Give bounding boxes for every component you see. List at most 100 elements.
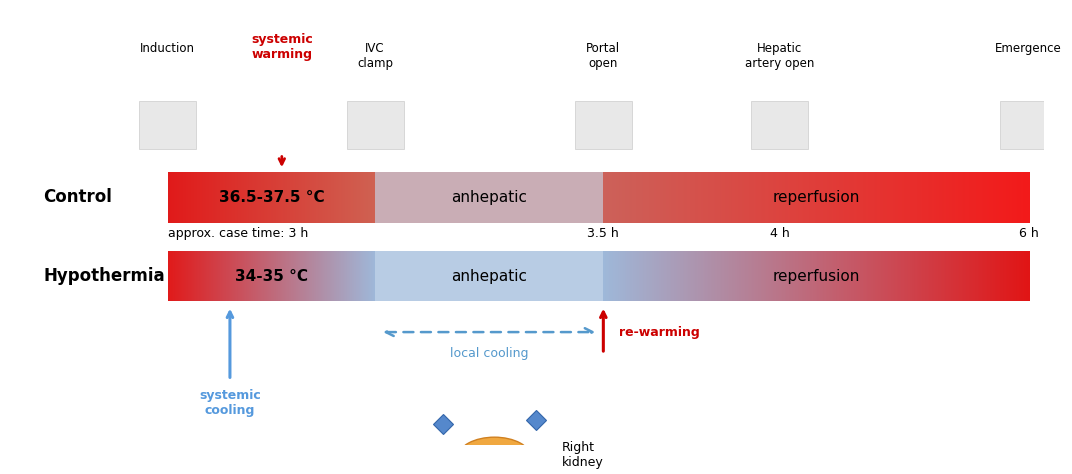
Bar	[735, 172, 738, 223]
Bar	[250, 172, 252, 223]
Bar	[172, 172, 174, 223]
Bar	[667, 251, 670, 301]
Bar	[893, 251, 895, 301]
Bar	[636, 172, 639, 223]
Bar	[287, 251, 289, 301]
Bar	[765, 172, 768, 223]
Bar	[265, 172, 266, 223]
Bar	[272, 172, 273, 223]
Bar	[262, 251, 263, 301]
Bar	[205, 251, 207, 301]
Bar	[1026, 251, 1028, 301]
Bar	[667, 172, 670, 223]
Bar	[370, 251, 371, 301]
Bar	[281, 251, 283, 301]
Bar	[881, 251, 883, 301]
Bar	[745, 172, 747, 223]
Bar	[860, 251, 862, 301]
Bar	[1014, 172, 1017, 223]
Bar	[205, 251, 206, 301]
Bar	[1016, 251, 1018, 301]
Bar	[740, 172, 742, 223]
Bar	[617, 172, 620, 223]
Bar	[209, 251, 210, 301]
Bar	[336, 172, 337, 223]
Bar	[909, 172, 912, 223]
Bar	[874, 251, 877, 301]
Bar	[232, 251, 233, 301]
Bar	[750, 172, 754, 223]
Bar	[680, 251, 683, 301]
Bar	[299, 251, 301, 301]
Bar	[343, 251, 345, 301]
Bar	[962, 251, 965, 301]
Bar	[243, 251, 244, 301]
Bar	[877, 172, 879, 223]
Bar	[937, 251, 939, 301]
Bar	[899, 172, 902, 223]
Bar	[912, 172, 914, 223]
Bar	[784, 251, 786, 301]
Bar	[200, 251, 202, 301]
Bar	[248, 172, 250, 223]
Bar	[788, 251, 790, 301]
Bar	[697, 172, 699, 223]
Bar	[176, 172, 177, 223]
Bar	[336, 251, 338, 301]
Bar	[640, 172, 642, 223]
Bar	[337, 172, 338, 223]
Bar	[1023, 172, 1026, 223]
Bar	[182, 251, 184, 301]
Bar	[205, 172, 207, 223]
Bar	[669, 172, 671, 223]
Bar	[882, 172, 885, 223]
Bar	[308, 172, 310, 223]
Bar	[723, 251, 725, 301]
Bar	[337, 172, 339, 223]
Bar	[913, 172, 917, 223]
Text: systemic
warming: systemic warming	[251, 33, 313, 61]
Bar	[698, 251, 701, 301]
Bar	[834, 172, 837, 223]
Bar	[364, 172, 367, 223]
Bar	[1025, 172, 1027, 223]
Bar	[270, 172, 272, 223]
Bar	[207, 251, 208, 301]
Text: Right
kidney: Right kidney	[562, 441, 604, 469]
Bar	[905, 172, 908, 223]
Bar	[622, 251, 624, 301]
Bar	[259, 172, 262, 223]
Bar	[181, 251, 182, 301]
Bar	[183, 251, 184, 301]
Bar	[270, 251, 272, 301]
Bar	[234, 172, 236, 223]
Bar	[941, 251, 943, 301]
Bar	[688, 251, 690, 301]
Bar	[359, 172, 361, 223]
Bar	[361, 172, 363, 223]
Bar	[660, 251, 662, 301]
Bar	[178, 251, 180, 301]
Bar	[187, 172, 188, 223]
Bar	[796, 251, 799, 301]
Bar	[773, 172, 776, 223]
Bar	[312, 172, 314, 223]
Bar	[255, 251, 256, 301]
Bar	[951, 251, 953, 301]
Bar	[185, 251, 187, 301]
Bar	[194, 172, 196, 223]
Bar	[741, 172, 743, 223]
Bar	[874, 172, 877, 223]
Bar	[175, 251, 177, 301]
Bar	[903, 251, 905, 301]
Bar	[619, 172, 622, 223]
Bar	[179, 172, 181, 223]
Bar	[297, 251, 299, 301]
Bar	[344, 172, 346, 223]
Bar	[991, 251, 993, 301]
Bar	[328, 172, 330, 223]
Text: 36.5-37.5 °C: 36.5-37.5 °C	[219, 190, 324, 205]
Bar	[174, 251, 175, 301]
Bar	[199, 172, 202, 223]
Bar	[279, 251, 281, 301]
